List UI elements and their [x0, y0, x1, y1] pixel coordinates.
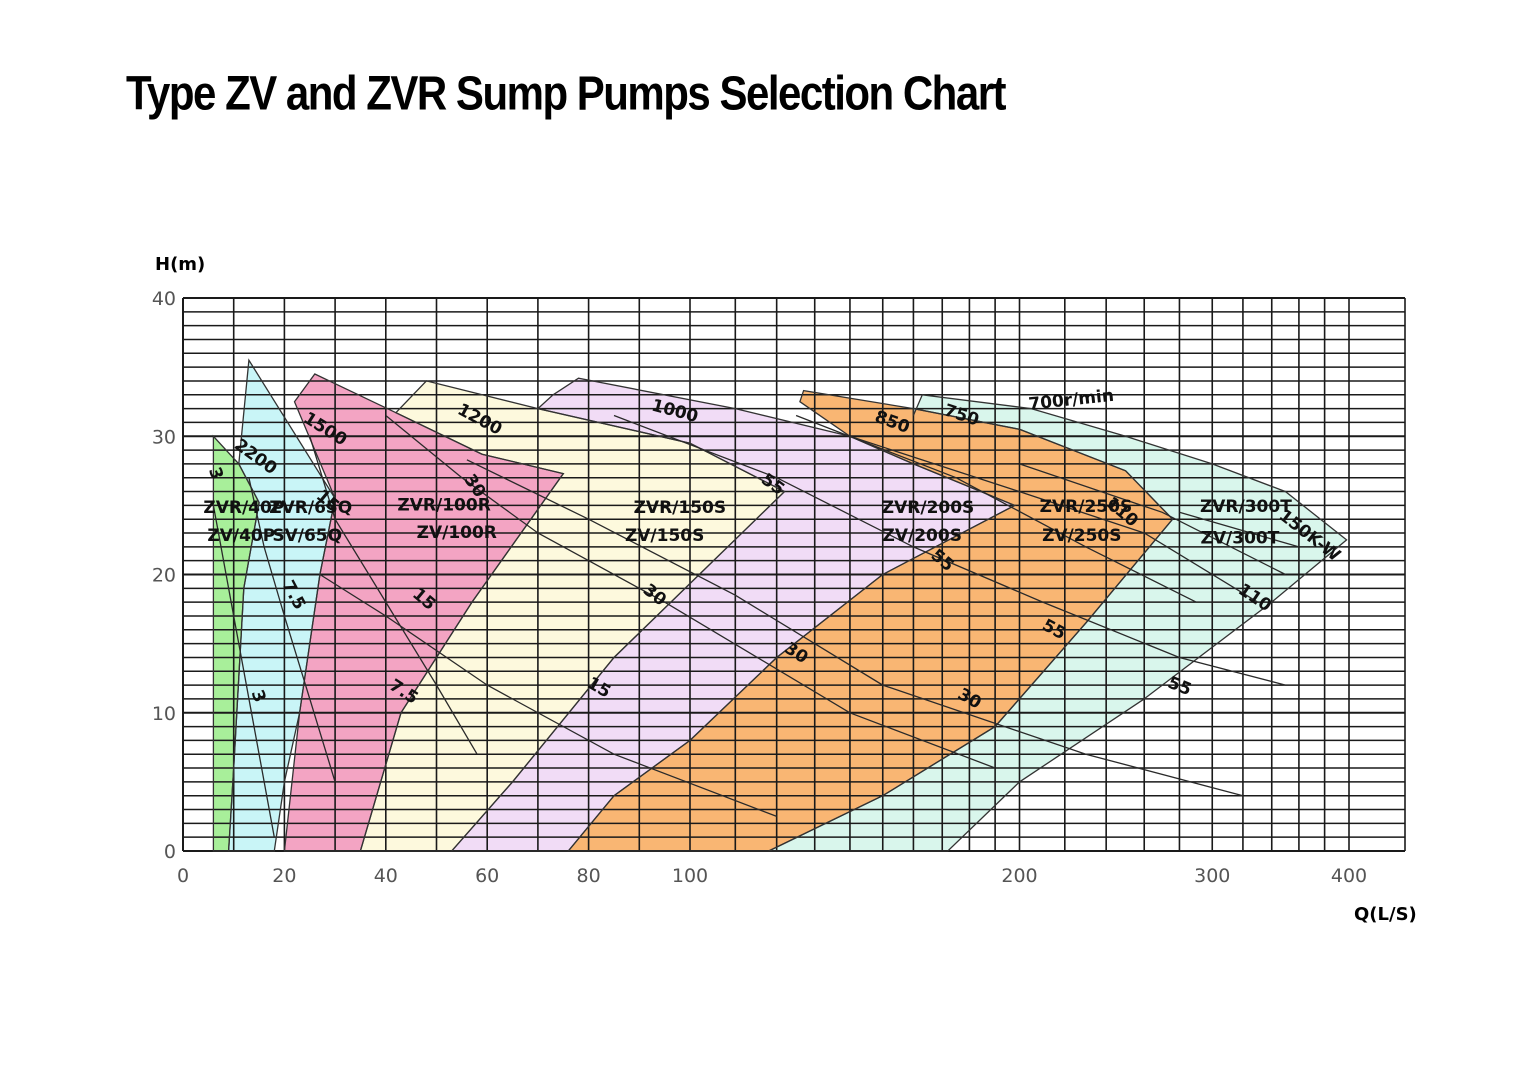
- model-label: ZVR/40P: [203, 498, 284, 518]
- x-tick-label: 40: [374, 865, 398, 887]
- model-label: ZV/200S: [883, 526, 962, 546]
- region-zv200s: [451, 378, 1015, 851]
- x-tick-label: 400: [1331, 865, 1367, 887]
- model-label: ZV/40P: [207, 526, 275, 546]
- model-label: ZV/300T: [1201, 529, 1280, 549]
- y-tick-label: 10: [152, 703, 176, 725]
- chart-labels: 332200157.5150030157.5120055301510005530…: [203, 386, 1344, 714]
- performance-curve: [309, 436, 478, 755]
- grid: [182, 297, 1406, 852]
- x-tick-label: 80: [577, 865, 601, 887]
- model-label: ZV/250S: [1042, 526, 1121, 546]
- x-tick-label: 200: [1001, 865, 1037, 887]
- model-label: ZV/150S: [625, 526, 704, 546]
- y-tick-label: 30: [152, 426, 176, 448]
- model-label: SV/65Q: [272, 526, 342, 546]
- model-label: ZVR/65Q: [269, 498, 352, 518]
- performance-curve: [1019, 463, 1286, 576]
- model-label: ZV/100R: [417, 523, 497, 543]
- performance-curves: [212, 414, 1300, 838]
- y-axis-label: H(m): [155, 254, 205, 275]
- axis-ticks: 0 20 40 60 80 100 200 300 400 0 10 20 30 40: [152, 288, 1367, 887]
- region-border-zv300t: [768, 394, 1348, 852]
- performance-curve: [795, 414, 1197, 603]
- x-tick-label: 0: [177, 865, 189, 887]
- performance-curve: [849, 435, 1258, 603]
- model-label: ZVR/300T: [1200, 497, 1292, 517]
- curve-label: 700r/min: [1028, 386, 1115, 415]
- model-label: ZVR/150S: [634, 498, 727, 518]
- region-zv100r: [284, 374, 564, 851]
- x-tick-label: 60: [475, 865, 499, 887]
- performance-curve: [1179, 511, 1300, 548]
- performance-curve: [319, 573, 777, 818]
- region-zv300t: [768, 394, 1347, 851]
- region-border-zv65q: [227, 358, 336, 852]
- performance-curve: [248, 477, 336, 783]
- model-label: ZVR/100R: [397, 495, 490, 515]
- model-label: ZVR/250S: [1040, 497, 1133, 517]
- model-label: ZVR/200S: [882, 498, 975, 518]
- y-tick-label: 0: [164, 841, 176, 863]
- performance-curve: [466, 459, 1244, 797]
- chart-title: Type ZV and ZVR Sump Pumps Selection Cha…: [126, 66, 1007, 121]
- x-tick-label: 100: [672, 865, 708, 887]
- model-regions: [213, 360, 1347, 851]
- y-tick-label: 20: [152, 565, 176, 587]
- performance-curve: [385, 414, 996, 769]
- performance-curve: [212, 505, 275, 838]
- x-axis-label: Q(L/S): [1354, 904, 1417, 925]
- y-tick-label: 40: [152, 288, 176, 310]
- x-tick-label: 20: [272, 865, 296, 887]
- performance-curve: [613, 414, 1286, 686]
- x-tick-label: 300: [1194, 865, 1230, 887]
